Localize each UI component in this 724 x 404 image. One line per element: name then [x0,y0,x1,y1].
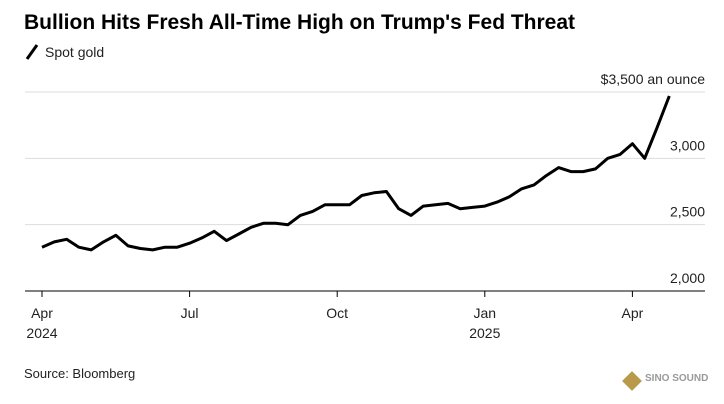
x-tick-label: Oct [326,305,348,321]
x-tick-year: 2025 [469,325,500,341]
x-tick-label: Jan [474,305,497,321]
x-tick-label: Apr [622,305,644,321]
line [41,95,671,252]
legend-label: Spot gold [45,44,104,60]
legend-icon [25,44,39,60]
watermark: SINO SOUND [645,373,708,384]
watermark-logo [622,371,642,391]
x-tick-year: 2024 [26,325,57,341]
chart-title: Bullion Hits Fresh All-Time High on Trum… [24,11,575,34]
source: Source: Bloomberg [24,366,135,381]
y-tick-label: $3,500 an ounce [601,71,706,87]
y-tick-label: 2,500 [670,204,705,220]
y-tick-label: 3,000 [670,137,705,153]
y-tick-label: 2,000 [670,270,705,286]
x-tick-label: Jul [181,305,199,321]
x-tick-label: Apr [31,305,53,321]
